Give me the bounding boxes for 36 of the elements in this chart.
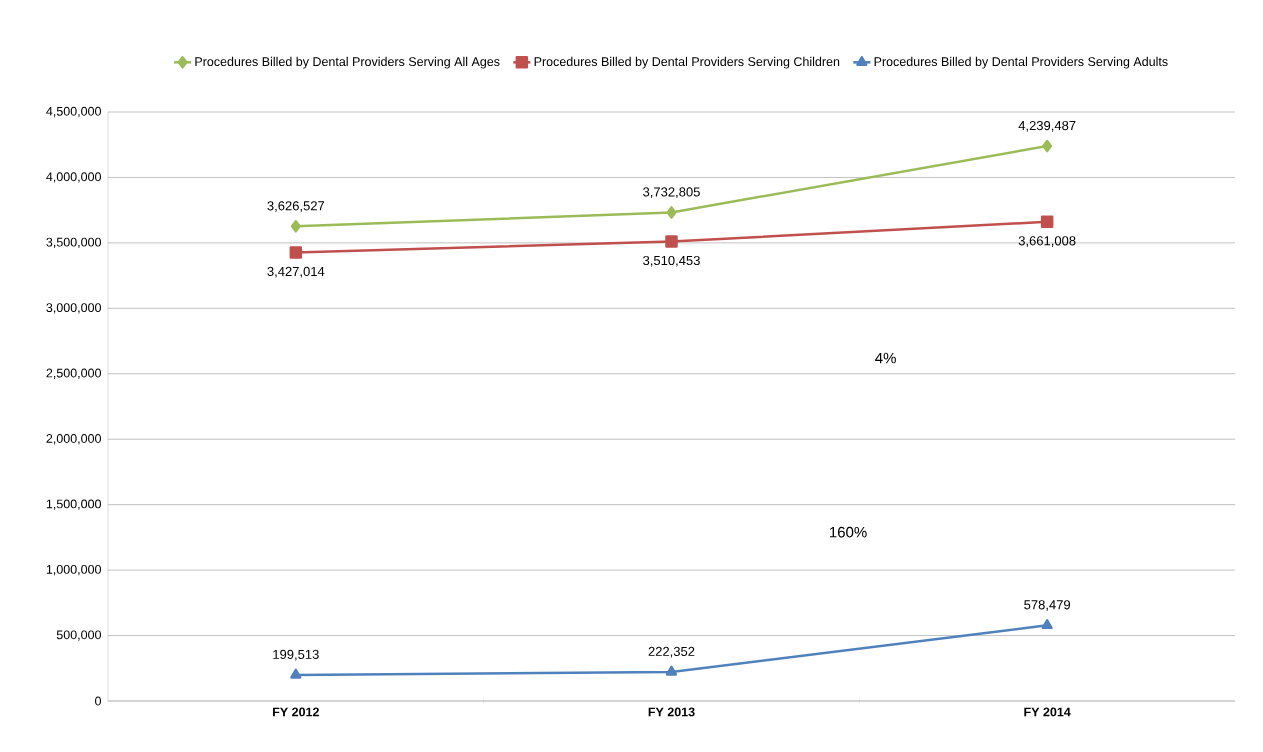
y-tick-label: 4,000,000 <box>46 172 101 183</box>
legend-label: Procedures Billed by Dental Providers Serving Adults <box>874 56 1168 69</box>
point <box>1040 215 1054 229</box>
point <box>289 246 303 259</box>
data-label: 3,626,527 <box>267 201 325 212</box>
data-label: 3,427,014 <box>267 266 325 278</box>
y-tick-label: 3,500,000 <box>46 237 101 249</box>
y-tick-label: 2,500,000 <box>46 368 101 379</box>
legend-label: Procedures Billed by Dental Providers Serving All Ages <box>195 56 500 69</box>
point <box>1042 139 1053 153</box>
x-tick-label: FY 2013 <box>648 707 695 717</box>
data-label: 199,513 <box>273 649 319 661</box>
data-label: 3,510,453 <box>643 255 700 267</box>
y-tick-label: 500,000 <box>56 630 101 641</box>
y-tick-label: 1,000,000 <box>46 564 101 576</box>
data-label: 3,732,805 <box>643 187 700 199</box>
annotation: 4% <box>875 352 896 364</box>
point <box>290 668 302 679</box>
data-label: 578,479 <box>1024 600 1071 611</box>
x-tick-label: FY 2012 <box>273 707 319 717</box>
point <box>1041 619 1053 630</box>
y-tick-label: 3,000,000 <box>46 303 101 314</box>
y-tick-label: 1,500,000 <box>46 499 101 510</box>
legend-label: Procedures Billed by Dental Providers Serving Children <box>534 56 840 69</box>
data-label: 4,239,487 <box>1018 120 1076 132</box>
data-label: 222,352 <box>648 646 695 658</box>
point <box>666 206 677 219</box>
y-tick-label: 4,500,000 <box>46 106 101 118</box>
point <box>665 235 678 248</box>
annotation: 160% <box>830 526 867 538</box>
x-tick-label: FY 2014 <box>1024 707 1071 717</box>
y-tick-label: 0 <box>95 696 102 706</box>
point <box>290 220 301 233</box>
data-label: 3,661,008 <box>1018 236 1076 247</box>
point <box>665 665 678 676</box>
y-tick-label: 2,000,000 <box>46 434 101 445</box>
